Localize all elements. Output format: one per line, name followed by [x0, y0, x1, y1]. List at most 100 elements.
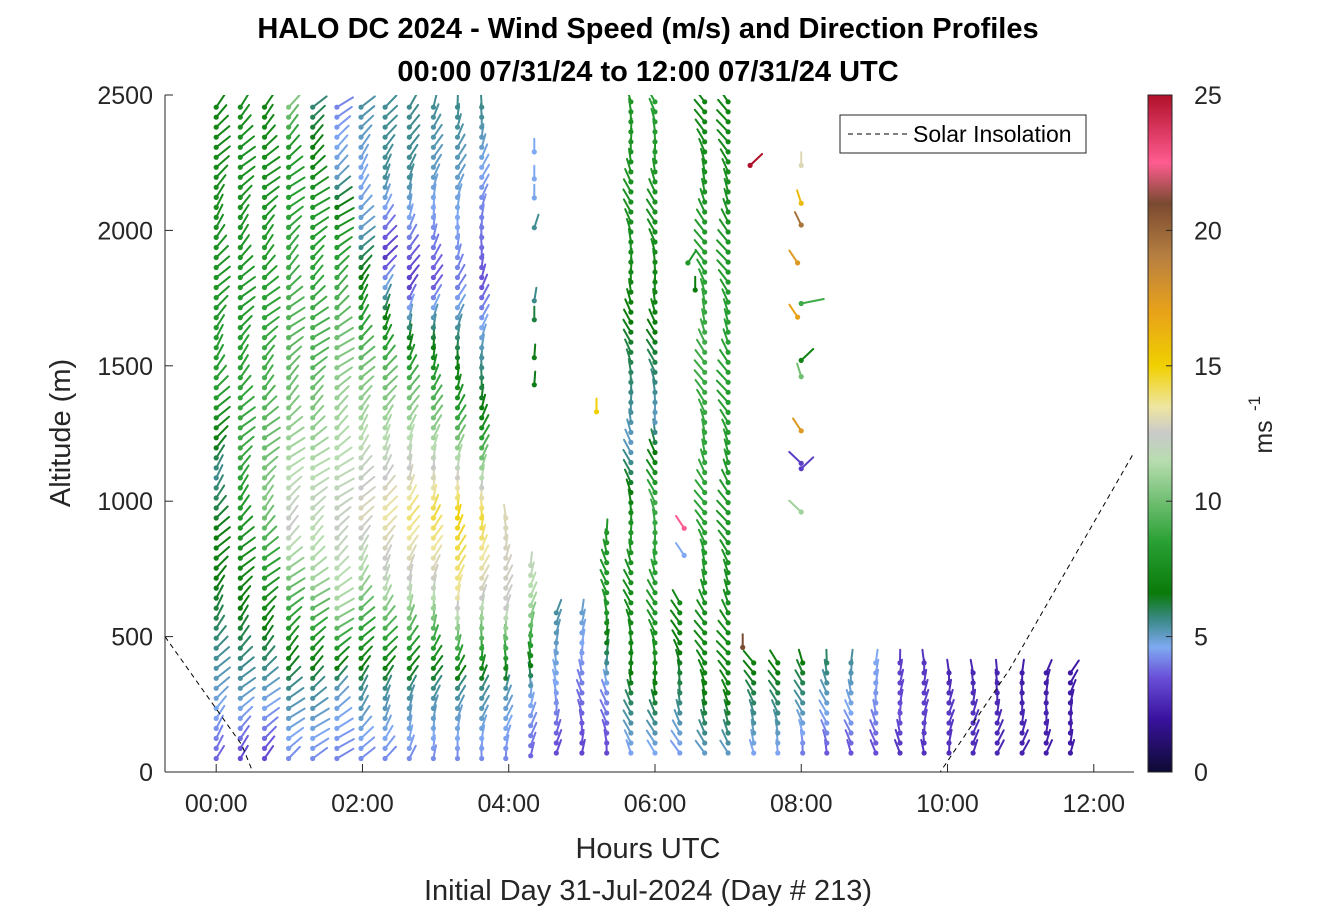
wind-barb	[869, 729, 879, 746]
wind-barb	[694, 639, 708, 656]
wind-barb	[213, 565, 227, 581]
wind-barb	[334, 555, 350, 571]
wind-barb	[237, 556, 256, 571]
wind-barb	[358, 345, 376, 361]
wind-barb	[261, 416, 281, 431]
wind-barb	[479, 684, 490, 701]
wind-barb	[721, 679, 731, 696]
wind-barb	[237, 666, 256, 681]
wind-barb	[406, 153, 417, 170]
wind-barb	[334, 394, 349, 411]
wind-barb	[310, 707, 330, 722]
wind-barb	[406, 103, 420, 120]
wind-barb	[846, 739, 854, 756]
wind-barb	[723, 578, 731, 596]
wind-barb	[551, 668, 559, 686]
wind-barb	[624, 208, 634, 225]
wind-barb	[767, 679, 781, 696]
wind-barb	[261, 204, 277, 220]
wind-barb	[796, 189, 804, 206]
wind-barb	[310, 597, 331, 611]
wind-barb	[213, 344, 224, 361]
wind-barb	[358, 153, 369, 170]
wind-barb	[213, 385, 231, 401]
wind-barb	[382, 584, 392, 601]
wind-barb	[623, 569, 634, 586]
wind-barb	[261, 586, 279, 601]
wind-barb	[334, 655, 349, 671]
wind-barb	[430, 153, 442, 170]
wind-barb	[406, 604, 415, 621]
wind-barb	[334, 728, 355, 742]
wind-barb	[310, 476, 330, 491]
wind-barb	[479, 183, 489, 200]
wind-barb	[334, 337, 355, 351]
wind-barb	[334, 255, 350, 271]
wind-barb	[382, 423, 391, 441]
wind-barb	[334, 696, 351, 712]
wind-barb	[286, 676, 303, 691]
wind-barb	[358, 496, 376, 511]
wind-barb	[213, 646, 230, 661]
wind-barb	[822, 729, 830, 746]
wind-barb	[237, 656, 255, 671]
wind-barb	[237, 165, 256, 180]
wind-barb	[261, 134, 278, 150]
wind-barb	[696, 388, 708, 405]
wind-barb	[454, 123, 464, 140]
wind-barb	[479, 273, 489, 291]
wind-barb	[553, 618, 561, 636]
wind-barb	[602, 668, 610, 686]
wind-barb	[479, 694, 490, 712]
wind-barb	[697, 659, 708, 676]
wind-barb	[334, 144, 348, 160]
wind-barb	[358, 534, 370, 551]
wind-barb	[261, 687, 281, 701]
wind-barb	[622, 328, 634, 345]
wind-barb	[382, 385, 398, 401]
wind-barb	[479, 453, 487, 471]
wind-barb	[358, 726, 374, 742]
wind-barb	[430, 243, 442, 261]
wind-barb	[531, 137, 537, 155]
wind-barb	[310, 457, 331, 471]
wind-barb	[897, 668, 905, 686]
wind-barb	[693, 98, 708, 115]
wind-barb	[286, 196, 305, 210]
wind-barb	[479, 554, 490, 571]
wind-barb	[213, 604, 224, 621]
wind-barb	[454, 704, 463, 722]
wind-barb	[669, 609, 683, 626]
wind-barb	[623, 438, 634, 456]
wind-barb	[430, 254, 443, 271]
wind-barb	[382, 153, 392, 170]
wind-barb	[645, 599, 658, 616]
wind-barb	[261, 446, 280, 461]
wind-barb	[286, 134, 301, 150]
wind-barb	[237, 344, 249, 361]
wind-barb	[261, 745, 275, 762]
wind-barb	[358, 273, 370, 291]
wind-barb	[722, 588, 731, 606]
wind-barb	[382, 574, 391, 591]
wind-barb	[310, 206, 331, 220]
wind-barb	[717, 229, 731, 245]
wind-barb	[454, 514, 464, 531]
wind-barb	[599, 569, 610, 586]
wind-barb	[310, 645, 324, 661]
wind-barb	[261, 364, 274, 381]
wind-barb	[715, 119, 731, 135]
wind-barb	[430, 274, 444, 291]
wind-barb	[723, 698, 731, 716]
wind-barb	[921, 648, 927, 666]
wind-barb	[921, 698, 929, 716]
wind-barb	[717, 359, 731, 375]
wind-barb	[645, 338, 658, 355]
wind-barb	[310, 244, 325, 261]
wind-barb	[310, 436, 329, 451]
wind-barb	[358, 254, 373, 271]
wind-barb	[261, 494, 274, 511]
wind-barb	[454, 173, 465, 190]
wind-barb	[382, 564, 391, 581]
wind-barb	[648, 178, 658, 195]
